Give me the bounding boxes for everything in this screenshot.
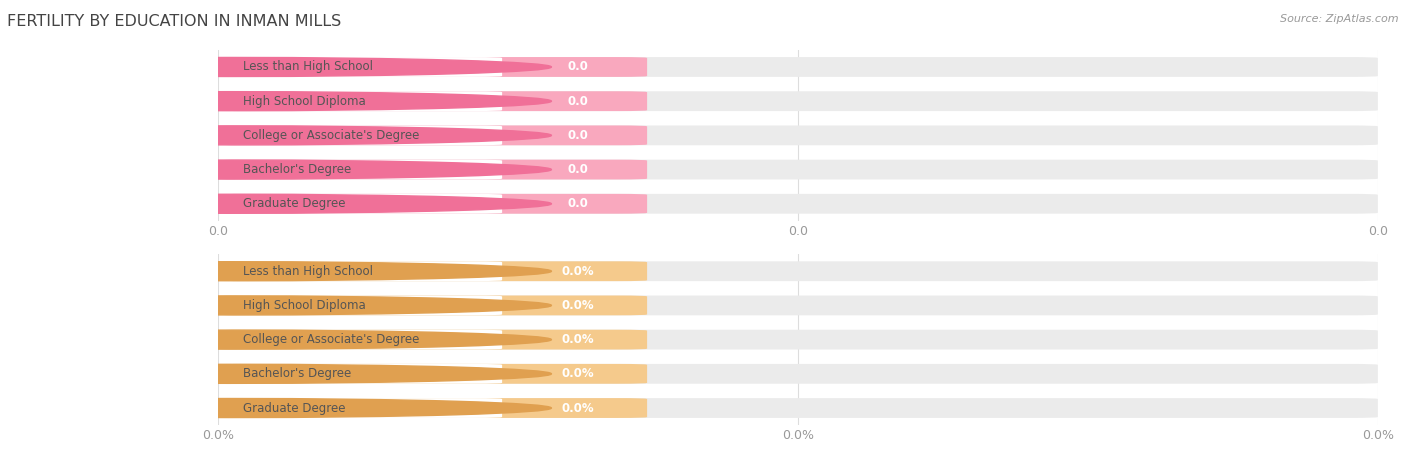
FancyBboxPatch shape: [218, 125, 647, 145]
FancyBboxPatch shape: [218, 160, 647, 180]
Text: Graduate Degree: Graduate Degree: [243, 197, 346, 210]
FancyBboxPatch shape: [218, 194, 647, 214]
Circle shape: [0, 194, 551, 213]
FancyBboxPatch shape: [218, 57, 502, 77]
Text: High School Diploma: High School Diploma: [243, 299, 366, 312]
FancyBboxPatch shape: [218, 91, 647, 111]
FancyBboxPatch shape: [218, 261, 502, 281]
FancyBboxPatch shape: [218, 261, 1378, 281]
FancyBboxPatch shape: [218, 125, 1378, 145]
FancyBboxPatch shape: [218, 295, 647, 315]
Text: 0.0: 0.0: [567, 197, 588, 210]
FancyBboxPatch shape: [218, 398, 502, 418]
Text: College or Associate's Degree: College or Associate's Degree: [243, 129, 420, 142]
FancyBboxPatch shape: [218, 364, 1378, 384]
Circle shape: [0, 399, 551, 418]
Text: 0.0%: 0.0%: [561, 367, 593, 380]
Text: 0.0: 0.0: [567, 60, 588, 74]
Text: Source: ZipAtlas.com: Source: ZipAtlas.com: [1281, 14, 1399, 24]
FancyBboxPatch shape: [218, 57, 1378, 77]
Text: 0.0%: 0.0%: [561, 299, 593, 312]
Circle shape: [0, 330, 551, 349]
Text: 0.0: 0.0: [567, 95, 588, 108]
Text: College or Associate's Degree: College or Associate's Degree: [243, 333, 420, 346]
Circle shape: [0, 364, 551, 383]
Text: Less than High School: Less than High School: [243, 265, 374, 278]
Circle shape: [0, 160, 551, 179]
Text: Graduate Degree: Graduate Degree: [243, 401, 346, 415]
FancyBboxPatch shape: [218, 57, 647, 77]
Text: 0.0: 0.0: [567, 129, 588, 142]
FancyBboxPatch shape: [218, 295, 502, 315]
FancyBboxPatch shape: [218, 295, 1378, 315]
Text: Bachelor's Degree: Bachelor's Degree: [243, 163, 352, 176]
FancyBboxPatch shape: [218, 91, 1378, 111]
FancyBboxPatch shape: [218, 330, 647, 350]
FancyBboxPatch shape: [218, 160, 502, 180]
Circle shape: [0, 57, 551, 76]
FancyBboxPatch shape: [218, 194, 1378, 214]
FancyBboxPatch shape: [218, 364, 647, 384]
FancyBboxPatch shape: [218, 91, 502, 111]
Text: Less than High School: Less than High School: [243, 60, 374, 74]
FancyBboxPatch shape: [218, 160, 1378, 180]
Circle shape: [0, 296, 551, 315]
Text: FERTILITY BY EDUCATION IN INMAN MILLS: FERTILITY BY EDUCATION IN INMAN MILLS: [7, 14, 342, 29]
FancyBboxPatch shape: [218, 398, 647, 418]
Text: High School Diploma: High School Diploma: [243, 95, 366, 108]
Circle shape: [0, 92, 551, 111]
Circle shape: [0, 126, 551, 145]
FancyBboxPatch shape: [218, 330, 1378, 350]
FancyBboxPatch shape: [218, 125, 502, 145]
FancyBboxPatch shape: [218, 330, 502, 350]
FancyBboxPatch shape: [218, 398, 1378, 418]
Text: 0.0%: 0.0%: [561, 333, 593, 346]
Circle shape: [0, 262, 551, 281]
Text: Bachelor's Degree: Bachelor's Degree: [243, 367, 352, 380]
Text: 0.0%: 0.0%: [561, 401, 593, 415]
FancyBboxPatch shape: [218, 364, 502, 384]
Text: 0.0: 0.0: [567, 163, 588, 176]
FancyBboxPatch shape: [218, 261, 647, 281]
Text: 0.0%: 0.0%: [561, 265, 593, 278]
FancyBboxPatch shape: [218, 194, 502, 214]
